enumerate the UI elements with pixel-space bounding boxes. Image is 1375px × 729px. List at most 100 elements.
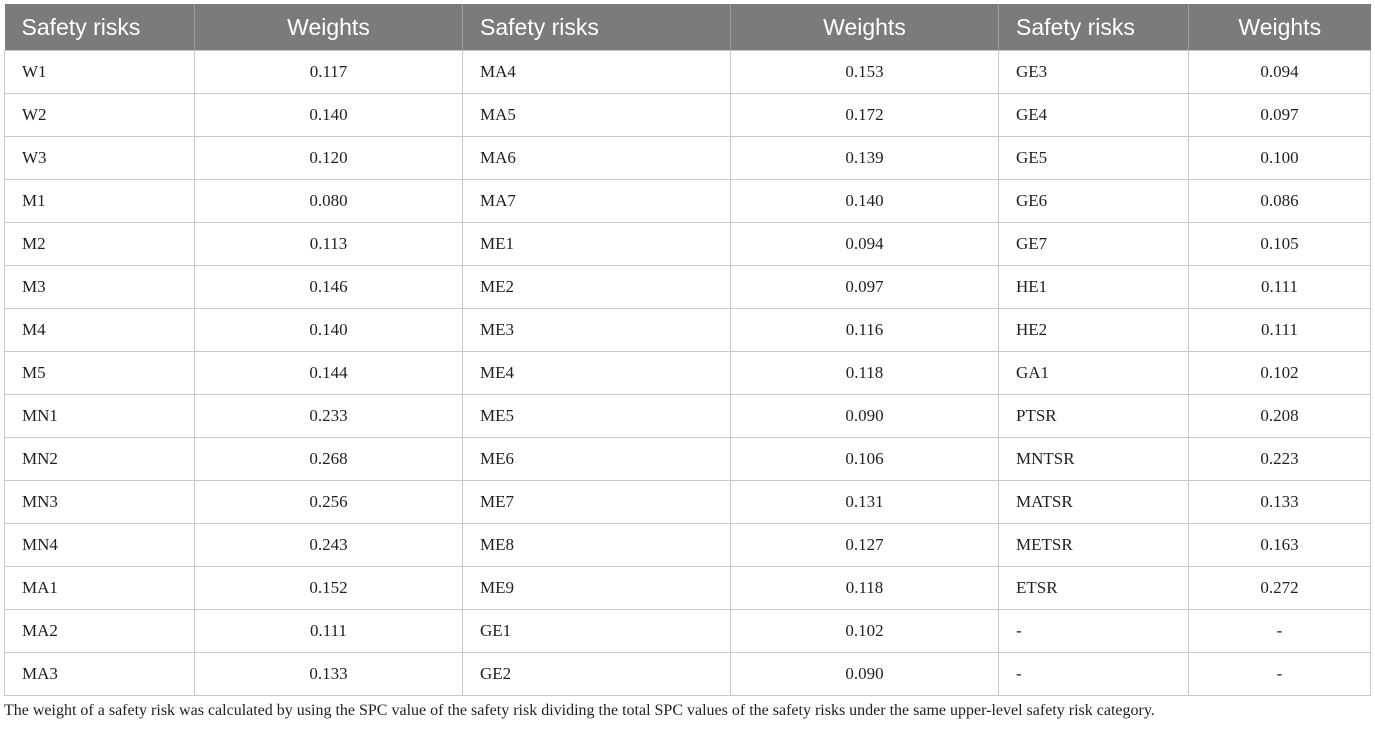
weight-cell: 0.208 — [1188, 394, 1371, 438]
weight-cell: 0.172 — [730, 93, 999, 137]
weight-cell: 0.268 — [194, 437, 463, 481]
risk-cell: ME1 — [462, 222, 731, 266]
table-row: M2 0.113 ME1 0.094 GE7 0.105 — [4, 222, 1371, 266]
table-body: W1 0.117 MA4 0.153 GE3 0.094 W2 0.140 MA5 0.172 GE… — [4, 50, 1371, 696]
table-row: MN4 0.243 ME8 0.127 METSR 0.163 — [4, 523, 1371, 567]
risk-cell: GE3 — [998, 50, 1189, 94]
weight-cell: 0.146 — [194, 265, 463, 309]
risk-cell: W3 — [4, 136, 195, 180]
header-row: Safety risks Weights Safety risks Weight… — [4, 4, 1371, 51]
weight-cell: 0.152 — [194, 566, 463, 610]
risk-cell: HE1 — [998, 265, 1189, 309]
table-header: Safety risks Weights Safety risks Weight… — [4, 4, 1371, 51]
table-row: W3 0.120 MA6 0.139 GE5 0.100 — [4, 136, 1371, 180]
weight-cell: 0.243 — [194, 523, 463, 567]
weight-cell: 0.118 — [730, 351, 999, 395]
risk-cell: GE4 — [998, 93, 1189, 137]
weight-cell: 0.233 — [194, 394, 463, 438]
weight-cell: 0.139 — [730, 136, 999, 180]
risk-cell: ME8 — [462, 523, 731, 567]
risk-cell: MN4 — [4, 523, 195, 567]
header-weights-2: Weights — [730, 4, 999, 51]
weight-cell: 0.223 — [1188, 437, 1371, 481]
table-row: M3 0.146 ME2 0.097 HE1 0.111 — [4, 265, 1371, 309]
weight-cell: 0.256 — [194, 480, 463, 524]
risk-cell: ME6 — [462, 437, 731, 481]
risk-cell: GA1 — [998, 351, 1189, 395]
risk-cell: MA3 — [4, 652, 195, 696]
weight-cell: 0.140 — [194, 308, 463, 352]
weight-cell: 0.097 — [1188, 93, 1371, 137]
table-row: M5 0.144 ME4 0.118 GA1 0.102 — [4, 351, 1371, 395]
table-row: MN1 0.233 ME5 0.090 PTSR 0.208 — [4, 394, 1371, 438]
risk-cell: MN1 — [4, 394, 195, 438]
table-row: MA3 0.133 GE2 0.090- - — [4, 652, 1371, 696]
risk-cell: W2 — [4, 93, 195, 137]
weight-cell: 0.133 — [1188, 480, 1371, 524]
weight-cell: 0.272 — [1188, 566, 1371, 610]
header-safety-risks-1: Safety risks — [4, 4, 195, 51]
risk-cell: M1 — [4, 179, 195, 223]
table-footnote: The weight of a safety risk was calculat… — [4, 702, 1155, 719]
risk-cell: GE6 — [998, 179, 1189, 223]
weight-cell: 0.116 — [730, 308, 999, 352]
risk-cell: MA6 — [462, 136, 731, 180]
risk-cell: GE2 — [462, 652, 731, 696]
table-row: MN2 0.268 ME6 0.106 MNTSR 0.223 — [4, 437, 1371, 481]
risk-cell: MA1 — [4, 566, 195, 610]
risk-cell: HE2 — [998, 308, 1189, 352]
weight-cell: 0.105 — [1188, 222, 1371, 266]
risk-cell: M5 — [4, 351, 195, 395]
risk-cell: ME4 — [462, 351, 731, 395]
risk-cell: - — [998, 609, 1189, 653]
risk-cell: ETSR — [998, 566, 1189, 610]
weight-cell: 0.111 — [194, 609, 463, 653]
weight-cell: 0.090 — [730, 394, 999, 438]
risk-cell: ME3 — [462, 308, 731, 352]
weight-cell: 0.097 — [730, 265, 999, 309]
weight-cell: 0.094 — [1188, 50, 1371, 94]
weight-cell: 0.090 — [730, 652, 999, 696]
table-row: W2 0.140 MA5 0.172 GE4 0.097 — [4, 93, 1371, 137]
risk-cell: MA5 — [462, 93, 731, 137]
risk-cell: ME9 — [462, 566, 731, 610]
weight-cell: 0.102 — [1188, 351, 1371, 395]
weight-cell: 0.106 — [730, 437, 999, 481]
header-weights-3: Weights — [1188, 4, 1371, 51]
risk-cell: METSR — [998, 523, 1189, 567]
weight-cell: 0.111 — [1188, 308, 1371, 352]
risk-cell: MN3 — [4, 480, 195, 524]
risk-cell: M2 — [4, 222, 195, 266]
weight-cell: 0.144 — [194, 351, 463, 395]
weight-cell: 0.127 — [730, 523, 999, 567]
risk-cell: MA7 — [462, 179, 731, 223]
header-safety-risks-3: Safety risks — [998, 4, 1189, 51]
risk-cell: - — [998, 652, 1189, 696]
weight-cell: 0.094 — [730, 222, 999, 266]
safety-risk-weights-table: Safety risks Weights Safety risks Weight… — [4, 4, 1371, 696]
weight-cell: - — [1188, 609, 1371, 653]
table-row: M1 0.080 MA7 0.140 GE6 0.086 — [4, 179, 1371, 223]
table-row: M4 0.140 ME3 0.116 HE2 0.111 — [4, 308, 1371, 352]
risk-cell: W1 — [4, 50, 195, 94]
risk-cell: ME7 — [462, 480, 731, 524]
weight-cell: 0.111 — [1188, 265, 1371, 309]
risk-cell: GE7 — [998, 222, 1189, 266]
weight-cell: 0.140 — [730, 179, 999, 223]
weight-cell: 0.140 — [194, 93, 463, 137]
risk-cell: ME2 — [462, 265, 731, 309]
table-row: MA1 0.152 ME9 0.118 ETSR 0.272 — [4, 566, 1371, 610]
risk-cell: MA4 — [462, 50, 731, 94]
table-row: MA2 0.111 GE1 0.102- - — [4, 609, 1371, 653]
weight-cell: 0.086 — [1188, 179, 1371, 223]
risk-cell: GE1 — [462, 609, 731, 653]
risk-cell: PTSR — [998, 394, 1189, 438]
weights-table-container: Safety risks Weights Safety risks Weight… — [4, 4, 1371, 696]
table-row: MN3 0.256 ME7 0.131 MATSR 0.133 — [4, 480, 1371, 524]
header-weights-1: Weights — [194, 4, 463, 51]
risk-cell: MA2 — [4, 609, 195, 653]
risk-cell: GE5 — [998, 136, 1189, 180]
risk-cell: ME5 — [462, 394, 731, 438]
risk-cell: M3 — [4, 265, 195, 309]
weight-cell: 0.131 — [730, 480, 999, 524]
